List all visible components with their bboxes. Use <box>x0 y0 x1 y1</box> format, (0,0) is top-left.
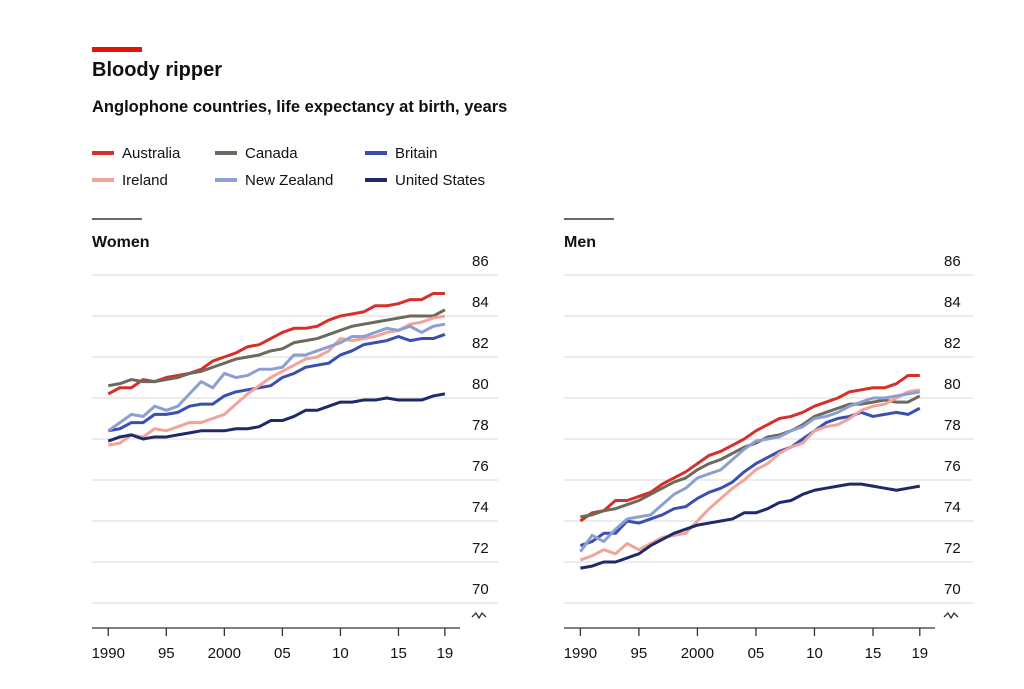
x-tick-label: 95 <box>631 645 648 662</box>
y-tick-label: 82 <box>472 335 489 352</box>
legend-label: Canada <box>245 145 298 162</box>
series-line <box>107 392 446 443</box>
panel-title: Women <box>92 234 149 251</box>
y-tick-label: 74 <box>472 499 489 516</box>
legend-label: Britain <box>395 145 438 162</box>
x-tick-label: 1990 <box>92 645 125 662</box>
y-tick-label: 80 <box>472 376 489 393</box>
y-tick-label: 70 <box>472 581 489 598</box>
x-tick-label: 10 <box>806 645 823 662</box>
x-tick-label: 2000 <box>681 645 714 662</box>
series-line <box>107 308 446 388</box>
y-tick-label: 86 <box>472 253 489 270</box>
accent-bar <box>92 47 142 52</box>
series-line <box>107 291 445 396</box>
x-tick-label: 15 <box>865 645 882 662</box>
series-line <box>579 406 921 548</box>
y-tick-label: 72 <box>944 540 961 557</box>
x-tick-label: 2000 <box>208 645 241 662</box>
y-tick-label: 78 <box>944 417 961 434</box>
series-line <box>579 390 921 553</box>
legend-label: United States <box>395 172 485 189</box>
panel-title: Men <box>564 234 596 251</box>
y-tick-label: 76 <box>472 458 489 475</box>
chart-subtitle: Anglophone countries, life expectancy at… <box>92 98 507 116</box>
axis-break <box>943 611 959 620</box>
series-line <box>579 388 921 562</box>
y-tick-label: 76 <box>944 458 961 475</box>
legend: Australia Canada Britain Ireland New Zealand… <box>92 145 485 189</box>
x-tick-label: 95 <box>158 645 175 662</box>
x-tick-label: 19 <box>911 645 928 662</box>
x-tick-label: 1990 <box>564 645 597 662</box>
y-tick-label: 84 <box>944 294 961 311</box>
x-tick-label: 19 <box>437 645 454 662</box>
series-line <box>107 333 446 433</box>
legend-label: Ireland <box>122 172 168 189</box>
axis-break <box>471 611 487 620</box>
y-tick-label: 84 <box>472 294 489 311</box>
chart-title: Bloody ripper <box>92 59 222 81</box>
y-tick-label: 70 <box>944 581 961 598</box>
y-tick-label: 72 <box>472 540 489 557</box>
y-tick-label: 80 <box>944 376 961 393</box>
x-tick-label: 15 <box>390 645 407 662</box>
legend-label: Australia <box>122 145 181 162</box>
legend-label: New Zealand <box>245 172 333 189</box>
y-tick-label: 86 <box>944 253 961 270</box>
series-line <box>580 482 921 570</box>
x-tick-label: 05 <box>274 645 291 662</box>
series-line <box>107 322 446 433</box>
x-tick-label: 10 <box>332 645 349 662</box>
y-tick-label: 82 <box>944 335 961 352</box>
y-tick-label: 74 <box>944 499 961 516</box>
series-line <box>107 314 446 447</box>
x-tick-label: 05 <box>748 645 765 662</box>
series-line <box>579 373 920 523</box>
y-tick-label: 78 <box>472 417 489 434</box>
